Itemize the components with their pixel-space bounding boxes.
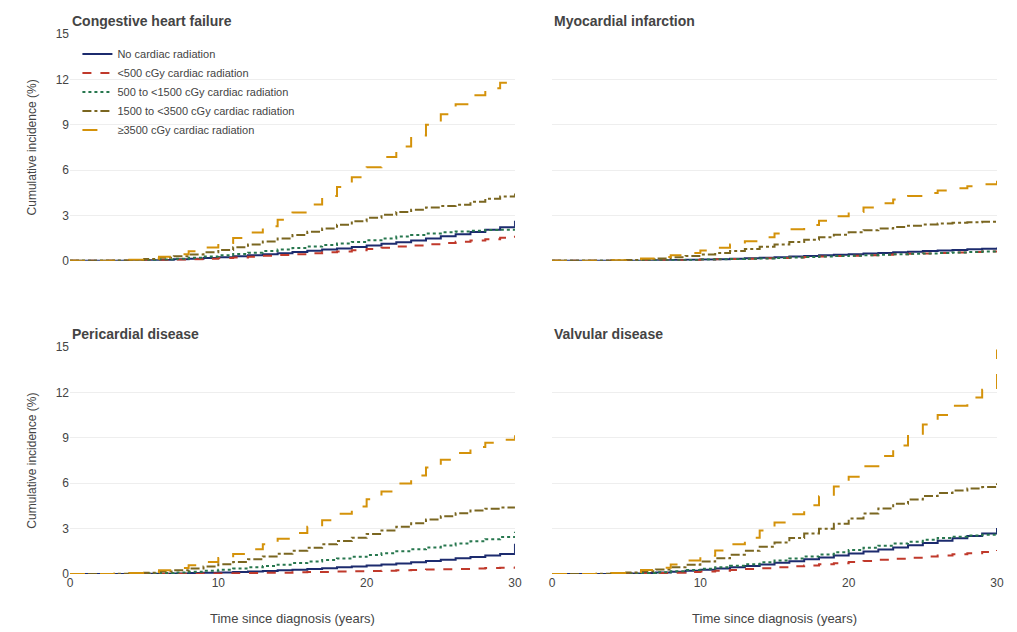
svg-text:Myocardial infarction: Myocardial infarction [554, 13, 695, 29]
svg-text:<500 cGy cardiac radiation: <500 cGy cardiac radiation [117, 67, 248, 79]
svg-text:Time since diagnosis (years): Time since diagnosis (years) [210, 611, 375, 626]
svg-text:15: 15 [56, 340, 70, 354]
svg-text:Pericardial disease: Pericardial disease [72, 326, 199, 342]
svg-text:30: 30 [508, 576, 522, 590]
svg-text:500 to <1500 cGy cardiac radia: 500 to <1500 cGy cardiac radiation [117, 86, 288, 98]
svg-text:Time since diagnosis (years): Time since diagnosis (years) [692, 611, 857, 626]
svg-text:0: 0 [62, 567, 69, 581]
svg-text:0: 0 [67, 576, 74, 590]
svg-text:9: 9 [62, 431, 69, 445]
svg-text:0: 0 [62, 254, 69, 268]
svg-text:20: 20 [842, 576, 856, 590]
svg-text:9: 9 [62, 118, 69, 132]
svg-text:0: 0 [549, 576, 556, 590]
svg-text:Congestive heart failure: Congestive heart failure [72, 13, 232, 29]
svg-text:6: 6 [62, 163, 69, 177]
svg-text:6: 6 [62, 476, 69, 490]
svg-text:Valvular disease: Valvular disease [554, 326, 663, 342]
svg-text:≥3500 cGy cardiac radiation: ≥3500 cGy cardiac radiation [117, 124, 254, 136]
svg-text:No cardiac radiation: No cardiac radiation [117, 48, 215, 60]
svg-text:Cumulative incidence (%): Cumulative incidence (%) [25, 393, 39, 529]
svg-text:3: 3 [62, 209, 69, 223]
svg-text:12: 12 [56, 73, 70, 87]
svg-text:12: 12 [56, 386, 70, 400]
svg-text:3: 3 [62, 522, 69, 536]
svg-text:10: 10 [694, 576, 708, 590]
svg-text:1500 to <3500 cGy cardiac radi: 1500 to <3500 cGy cardiac radiation [117, 105, 294, 117]
svg-text:30: 30 [990, 576, 1004, 590]
svg-text:15: 15 [56, 27, 70, 41]
svg-text:20: 20 [360, 576, 374, 590]
svg-text:Cumulative incidence (%): Cumulative incidence (%) [25, 79, 39, 215]
svg-text:10: 10 [212, 576, 226, 590]
